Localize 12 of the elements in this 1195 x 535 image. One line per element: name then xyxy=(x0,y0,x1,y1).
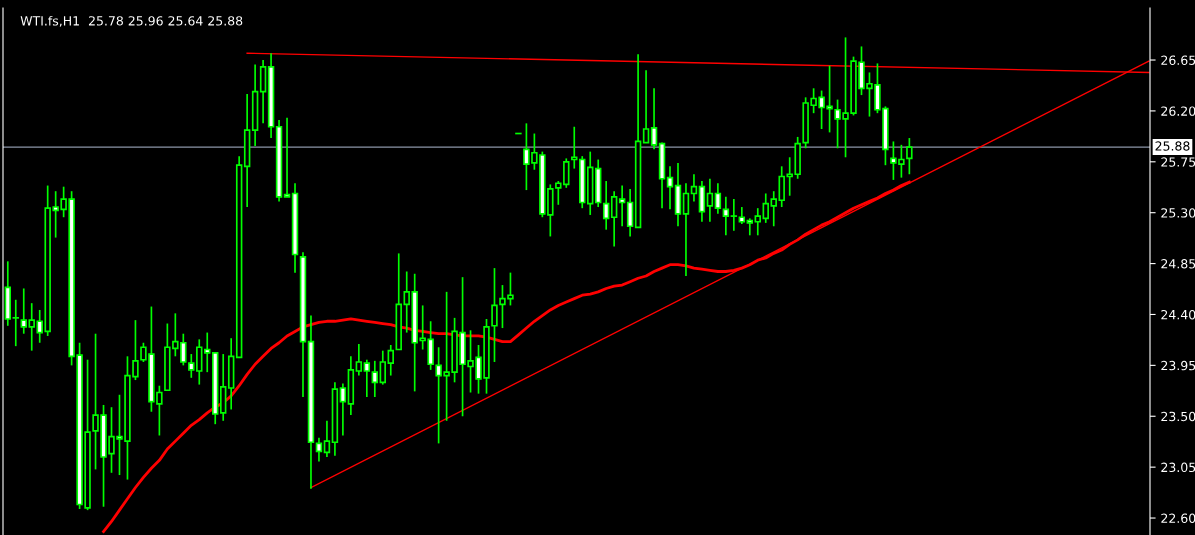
y-tick-label: 23.95 xyxy=(1161,360,1195,371)
y-tick-label: 25.30 xyxy=(1161,208,1195,218)
y-tick-label: 25.75 xyxy=(1161,157,1195,167)
y-tick-label: 26.20 xyxy=(1161,106,1195,116)
y-tick-label: 23.50 xyxy=(1161,411,1195,422)
text: WTI.fs,H1 25.78 25.96 25.64 25.88 xyxy=(20,15,243,27)
y-tick-label: 22.60 xyxy=(1161,513,1195,523)
y-tick-label: 26.65 xyxy=(1161,55,1195,65)
y-tick-label: 24.40 xyxy=(1161,309,1195,320)
ref-line-label: 25.88 xyxy=(1155,141,1190,151)
y-tick-label: 24.85 xyxy=(1161,259,1195,269)
y-tick-label: 23.05 xyxy=(1161,462,1195,473)
